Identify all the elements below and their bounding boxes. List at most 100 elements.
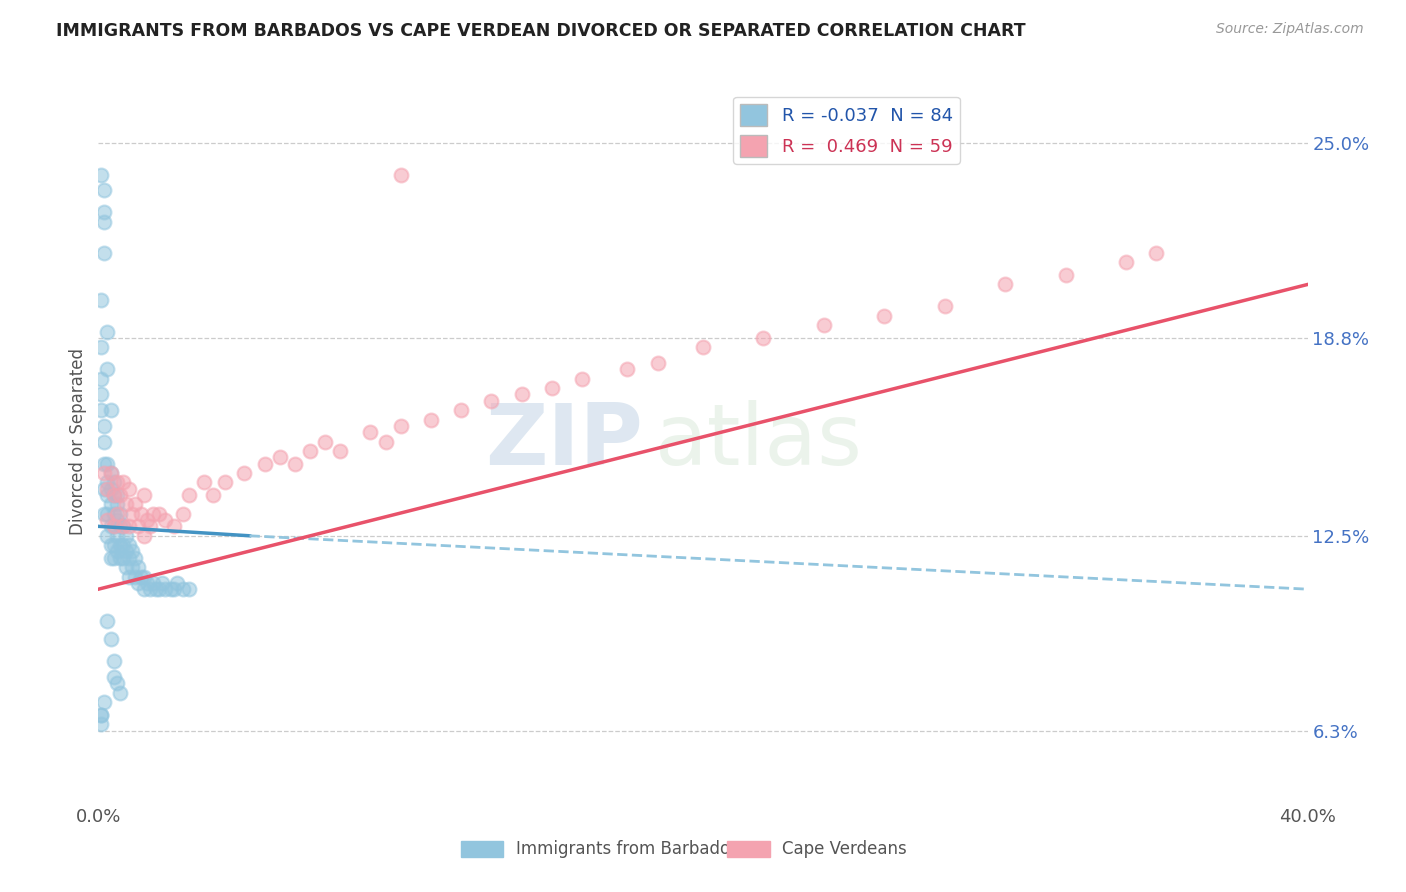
Point bbox=[114, 529, 136, 543]
Point bbox=[132, 529, 155, 543]
Point bbox=[389, 168, 412, 182]
Point bbox=[934, 300, 956, 314]
Point bbox=[994, 277, 1017, 292]
Point bbox=[118, 538, 141, 552]
Point bbox=[93, 418, 115, 433]
Point bbox=[105, 497, 128, 511]
Point bbox=[232, 466, 254, 480]
Point bbox=[93, 695, 115, 709]
Point bbox=[214, 475, 236, 490]
Point bbox=[100, 538, 122, 552]
Point bbox=[172, 507, 194, 521]
Point bbox=[121, 507, 143, 521]
Point bbox=[314, 434, 336, 449]
Point bbox=[163, 582, 186, 597]
Point bbox=[96, 507, 118, 521]
Text: Source: ZipAtlas.com: Source: ZipAtlas.com bbox=[1216, 22, 1364, 37]
Point bbox=[90, 387, 112, 401]
Point bbox=[160, 582, 183, 597]
Point bbox=[148, 582, 170, 597]
Point bbox=[111, 475, 134, 490]
Point bbox=[100, 466, 122, 480]
Point bbox=[100, 632, 122, 647]
Point bbox=[571, 372, 593, 386]
Point bbox=[103, 519, 125, 533]
Point bbox=[121, 560, 143, 574]
Text: ZIP: ZIP bbox=[485, 400, 643, 483]
Point bbox=[179, 582, 201, 597]
Point bbox=[103, 519, 125, 533]
Point bbox=[103, 538, 125, 552]
Point bbox=[389, 418, 412, 433]
Point bbox=[96, 513, 118, 527]
Point bbox=[202, 488, 225, 502]
Point bbox=[105, 507, 128, 521]
Point bbox=[111, 550, 134, 565]
Point bbox=[90, 168, 112, 182]
Point bbox=[93, 214, 115, 228]
Point bbox=[93, 205, 115, 219]
Point bbox=[100, 519, 122, 533]
Legend: R = -0.037  N = 84, R =  0.469  N = 59: R = -0.037 N = 84, R = 0.469 N = 59 bbox=[733, 96, 960, 164]
Point bbox=[121, 544, 143, 558]
Point bbox=[253, 457, 276, 471]
Point bbox=[93, 466, 115, 480]
Text: Immigrants from Barbados: Immigrants from Barbados bbox=[516, 840, 738, 858]
Point bbox=[127, 560, 149, 574]
Point bbox=[103, 488, 125, 502]
Point bbox=[114, 544, 136, 558]
Point bbox=[108, 538, 131, 552]
Point bbox=[96, 457, 118, 471]
Point bbox=[284, 457, 307, 471]
Point bbox=[873, 309, 896, 323]
Point bbox=[108, 519, 131, 533]
Point bbox=[129, 569, 152, 583]
Point bbox=[100, 466, 122, 480]
Point bbox=[142, 575, 165, 590]
Point bbox=[100, 403, 122, 417]
Point bbox=[105, 475, 128, 490]
Point bbox=[647, 356, 669, 370]
Point bbox=[96, 614, 118, 628]
Point bbox=[105, 488, 128, 502]
Point bbox=[105, 513, 128, 527]
Point bbox=[124, 550, 146, 565]
Point bbox=[540, 381, 562, 395]
Point bbox=[108, 488, 131, 502]
Point bbox=[118, 569, 141, 583]
Point bbox=[1144, 246, 1167, 260]
Point bbox=[103, 670, 125, 684]
Point bbox=[108, 550, 131, 565]
Point bbox=[105, 544, 128, 558]
Point bbox=[166, 575, 188, 590]
Point bbox=[481, 393, 503, 408]
Point bbox=[139, 519, 162, 533]
Point bbox=[108, 507, 131, 521]
Point bbox=[1054, 268, 1077, 282]
Text: atlas: atlas bbox=[655, 400, 863, 483]
Point bbox=[118, 519, 141, 533]
Point bbox=[420, 412, 443, 426]
Point bbox=[90, 340, 112, 354]
Point bbox=[93, 457, 115, 471]
Point bbox=[96, 362, 118, 376]
Point bbox=[299, 444, 322, 458]
Point bbox=[374, 434, 396, 449]
Point bbox=[96, 475, 118, 490]
Point bbox=[93, 507, 115, 521]
Point bbox=[96, 488, 118, 502]
Point bbox=[132, 582, 155, 597]
Point bbox=[616, 362, 638, 376]
Point bbox=[813, 318, 835, 333]
Point bbox=[114, 560, 136, 574]
Point bbox=[329, 444, 352, 458]
Point bbox=[103, 655, 125, 669]
Bar bbox=[461, 841, 503, 857]
Point bbox=[150, 575, 173, 590]
Point bbox=[96, 529, 118, 543]
Point bbox=[142, 507, 165, 521]
Point bbox=[111, 538, 134, 552]
Point bbox=[118, 550, 141, 565]
Point bbox=[172, 582, 194, 597]
Point bbox=[90, 403, 112, 417]
